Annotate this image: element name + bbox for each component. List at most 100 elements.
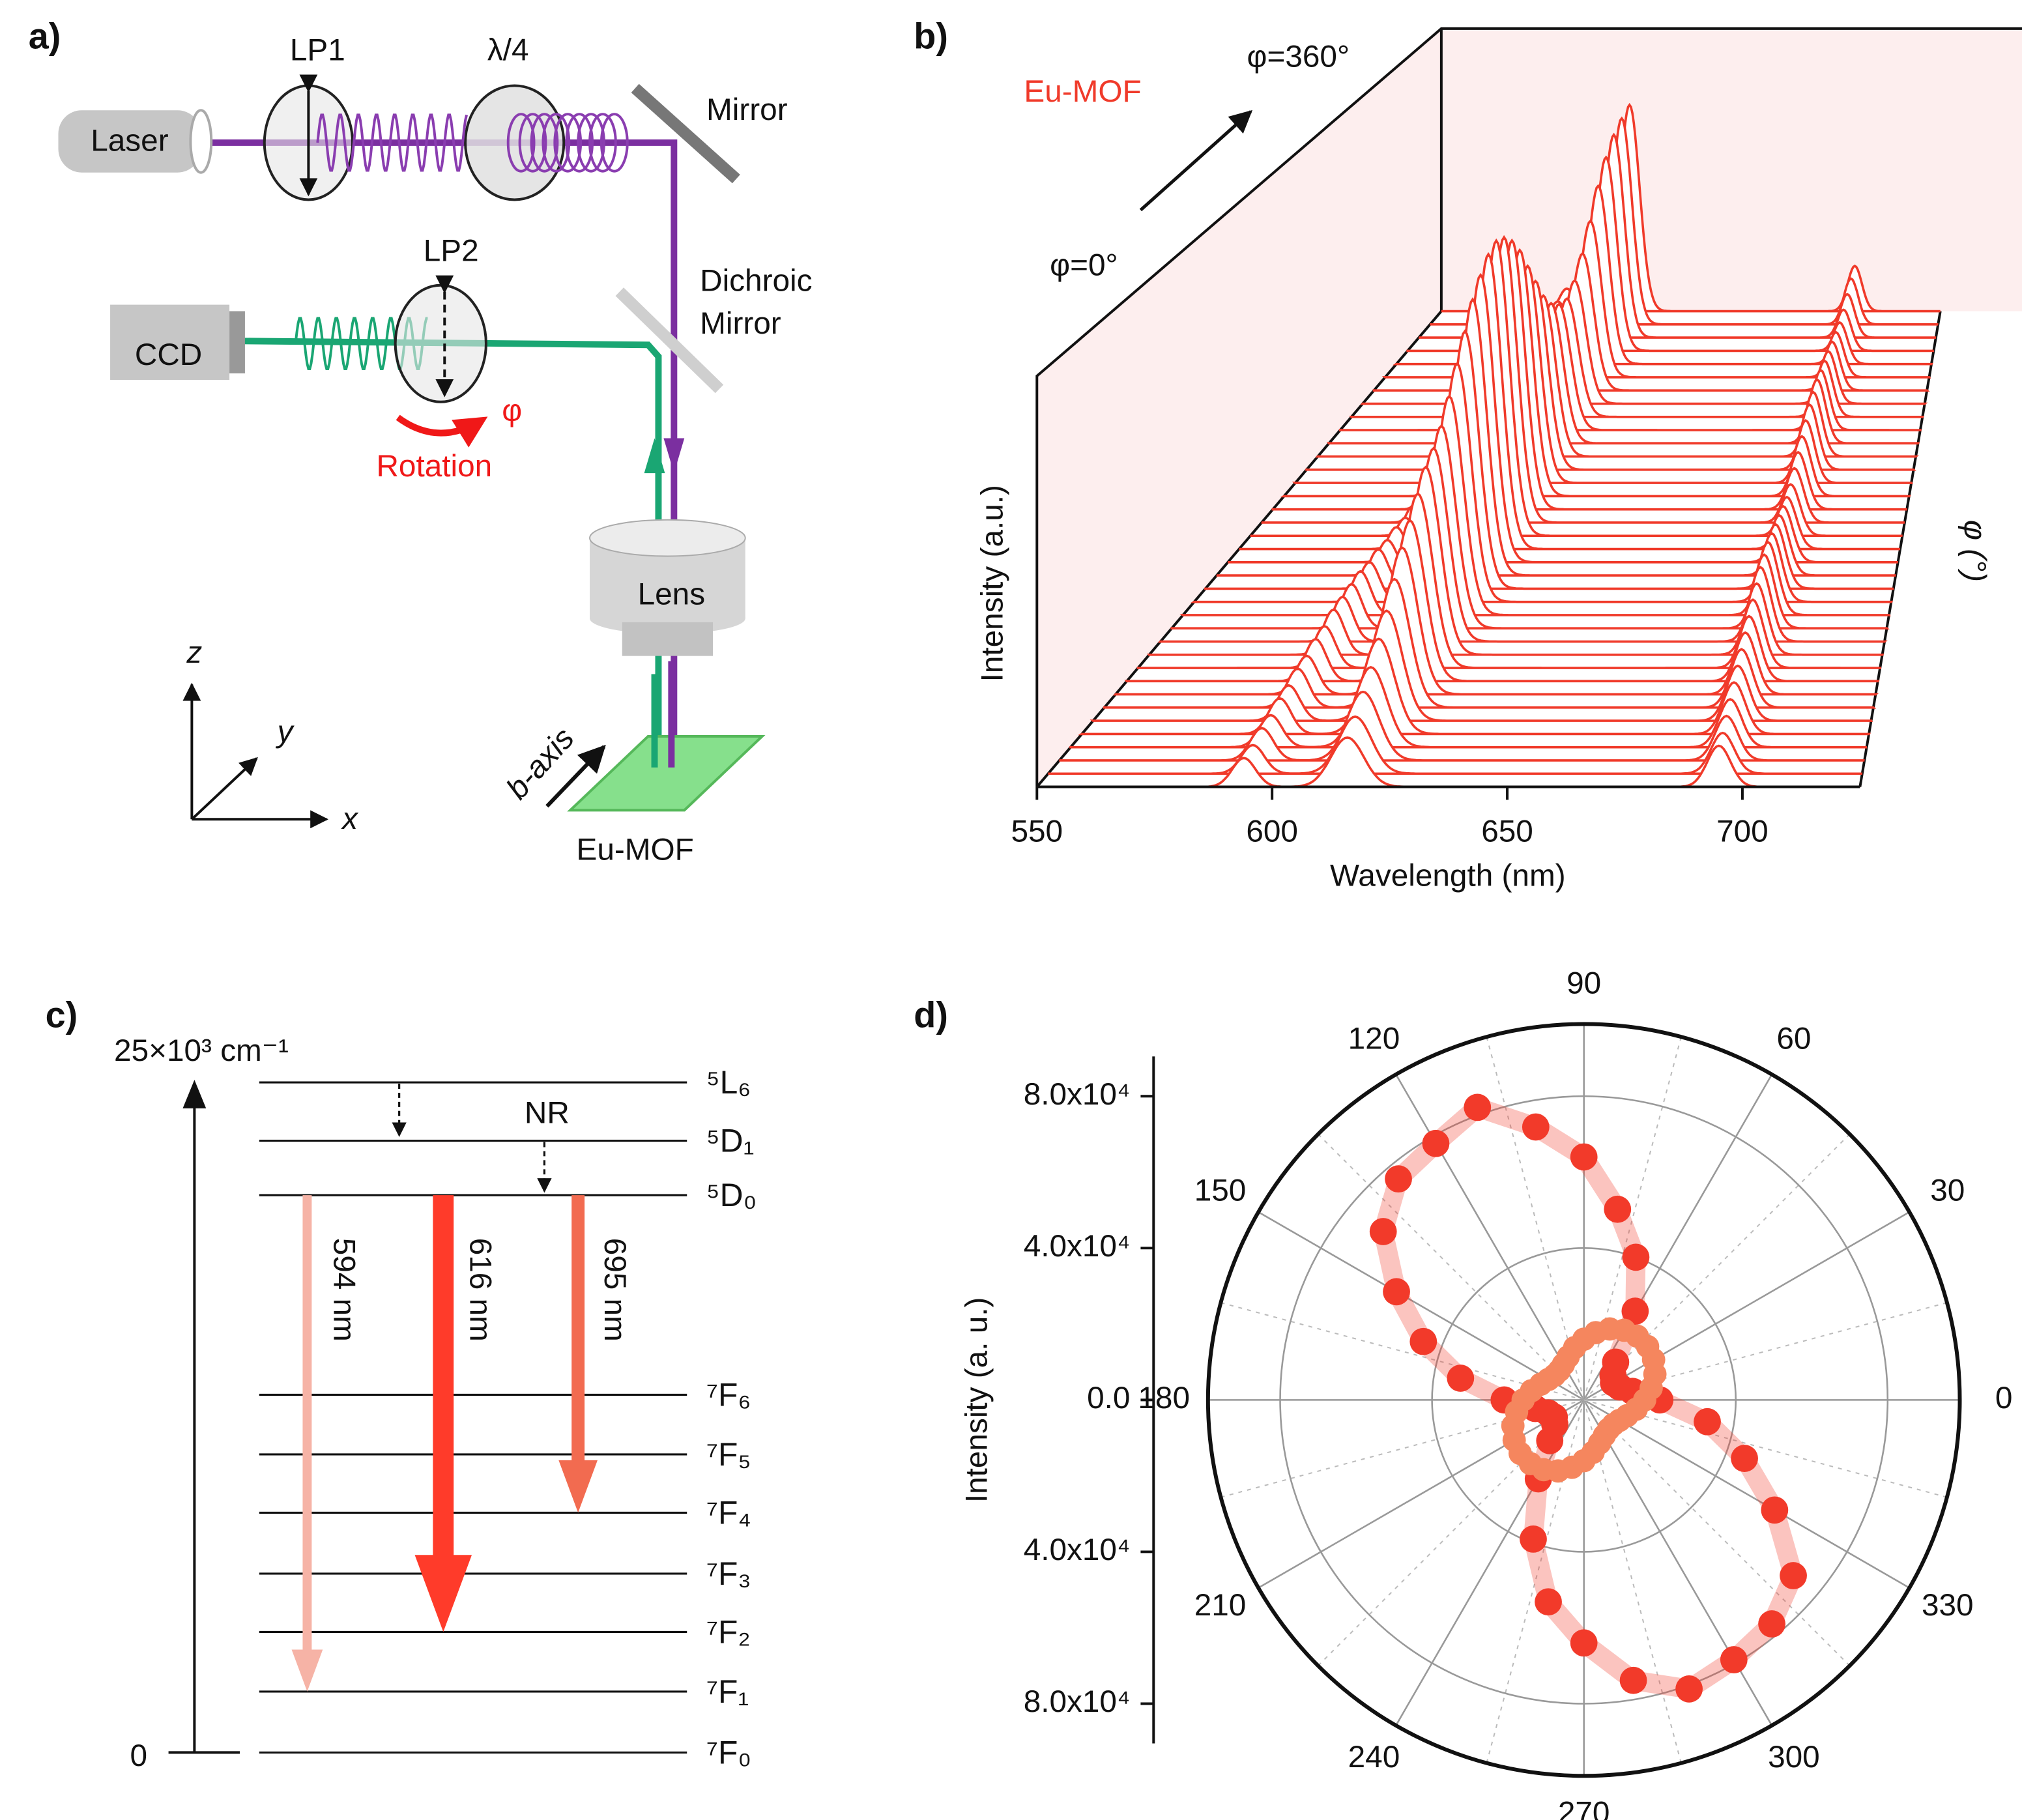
lp1-label: LP1 (290, 33, 345, 67)
data-point (1535, 1588, 1562, 1616)
data-point (1619, 1666, 1647, 1694)
r-axis-label: Intensity (a. u.) (959, 1297, 994, 1503)
helix-turn (542, 113, 571, 173)
data-point (1761, 1496, 1789, 1524)
dichroic-mirror (615, 287, 724, 394)
data-point (1464, 1093, 1492, 1121)
y-axis-label: Intensity (a.u.) (975, 485, 1009, 682)
rotation-arrow (396, 414, 488, 448)
energy-label: 25×10³ cm⁻¹ (114, 1033, 289, 1068)
angular-tick-label: 120 (1348, 1022, 1400, 1056)
helix-turn (565, 113, 594, 173)
level-term: ⁷F₃ (706, 1555, 751, 1592)
transition-head (291, 1649, 323, 1692)
data-point (1369, 1218, 1397, 1245)
data-point (1536, 1426, 1564, 1454)
angular-tick-label: 240 (1348, 1740, 1400, 1774)
angular-grid (1395, 1074, 1585, 1401)
angular-tick-label: 0 (1995, 1381, 2013, 1415)
waveplate (464, 84, 566, 201)
waterfall-chart: 550 600 650 700 Wavelength (nm) Intensity (a.… (975, 27, 2022, 893)
axis-label: y (276, 715, 295, 749)
spectrum (1090, 609, 1873, 722)
level-term: ⁷F₅ (706, 1436, 751, 1473)
angular-tick-label: 180 (1138, 1381, 1190, 1415)
spectrum (1292, 264, 1913, 484)
spectrum (1147, 465, 1885, 656)
angular-tick-label: 300 (1768, 1740, 1820, 1774)
axis-label: z (186, 635, 202, 670)
level-term: ⁷F₆ (706, 1377, 751, 1413)
data-point (1383, 1278, 1410, 1306)
data-point (1447, 1365, 1475, 1392)
axis-y (191, 757, 258, 820)
data-point (1422, 1129, 1450, 1157)
data-point (1675, 1675, 1703, 1703)
level-term: ⁵D₁ (706, 1123, 754, 1159)
angular-tick-label: 90 (1567, 966, 1601, 1000)
rotation-label: Rotation (376, 449, 492, 484)
spectrum (1204, 329, 1898, 590)
data-point (1570, 1143, 1598, 1171)
axis-label: x (341, 802, 359, 836)
ccd-end (229, 311, 245, 374)
x-tick-label: 650 (1481, 815, 1533, 849)
data-point (1570, 1629, 1598, 1657)
b-axis-arrow (545, 744, 606, 808)
data-point (1731, 1445, 1758, 1472)
lens-tip (622, 622, 714, 656)
panel-label: b) (914, 16, 948, 57)
spectrum (1048, 715, 1863, 775)
spectrum (1069, 666, 1871, 749)
angular-grid (1583, 1074, 1773, 1401)
spectrum (1227, 272, 1899, 564)
angular-grid (1258, 1211, 1585, 1401)
spectrum (1103, 577, 1876, 709)
lens-label: Lens (638, 577, 705, 612)
x-tick-label: 550 (1011, 815, 1063, 849)
radial-grid (1431, 1247, 1737, 1553)
x-tick-label: 700 (1716, 815, 1769, 849)
data-point (1520, 1525, 1547, 1553)
level-term: ⁷F₄ (706, 1495, 751, 1531)
x-axis-label: Wavelength (nm) (1330, 858, 1566, 893)
data-point (1780, 1562, 1807, 1589)
mirror-label: Mirror (706, 93, 788, 127)
annotation: φ=360° (1247, 39, 1350, 74)
transition-head (414, 1555, 472, 1632)
angular-grid (1258, 1399, 1585, 1589)
x-tick-label: 600 (1246, 815, 1298, 849)
spectrum (1190, 362, 1894, 603)
radial-grid (1279, 1095, 1889, 1705)
polar-chart: 0 30 60 90 120 150 180 210 240 270 300 330 0.0 4.0x10… (959, 966, 2012, 1820)
r-tick-label: 0.0 (1087, 1381, 1130, 1415)
spectrum (1271, 238, 1912, 511)
dichroic-label: Mirror (700, 306, 781, 341)
spectrum (1124, 519, 1880, 683)
panel-label: a) (29, 16, 61, 57)
side-wall (1037, 28, 1441, 787)
spectrum (1078, 637, 1871, 736)
angular-grid (1583, 1399, 1910, 1589)
helix-turn (518, 113, 547, 173)
level-term: ⁵D₀ (706, 1177, 757, 1213)
laser-face (189, 109, 213, 174)
spectrum (1315, 294, 1919, 458)
data-point (1385, 1165, 1412, 1193)
setup-diagram: Laser LP1 λ/4 Mirror Dichroic Mirror CCD… (58, 33, 812, 867)
nr-label: NR (525, 1095, 570, 1130)
lp2-label: LP2 (424, 234, 479, 268)
data-point (1758, 1610, 1785, 1638)
annotation: Eu-MOF (1024, 74, 1141, 109)
r-tick-label: 4.0x10⁴ (1024, 1533, 1131, 1567)
panel-label: c) (46, 994, 78, 1035)
lens-top (589, 519, 746, 557)
outer-ring (1206, 1022, 1962, 1778)
qwp-label: λ/4 (487, 33, 529, 67)
spectrum (1280, 248, 1911, 498)
sample (567, 734, 766, 812)
data-point (1602, 1348, 1630, 1376)
data-point (1720, 1646, 1748, 1673)
laser-label: Laser (91, 124, 168, 158)
